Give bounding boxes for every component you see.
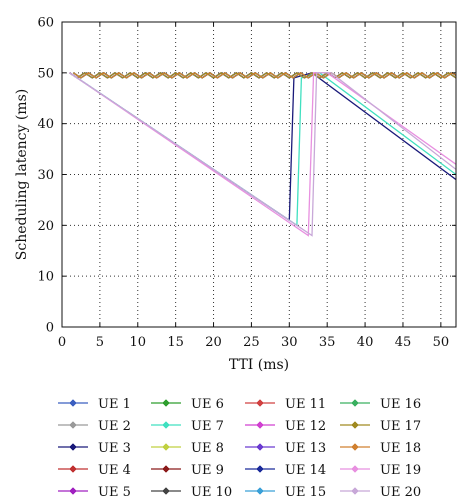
y-tick-label: 20: [37, 219, 54, 234]
legend-item: UE 9: [151, 463, 224, 478]
x-tick-label: 20: [205, 335, 222, 350]
x-tick-label: 15: [167, 335, 184, 350]
legend-label: UE 15: [285, 485, 326, 500]
legend-marker-diamond: [351, 421, 359, 429]
y-tick-label: 0: [46, 321, 54, 336]
legend-marker-diamond: [351, 465, 359, 473]
y-tick-label: 30: [37, 168, 54, 183]
legend-label: UE 2: [98, 419, 131, 434]
y-tick-label: 40: [37, 117, 54, 132]
x-tick-label: 45: [395, 335, 412, 350]
legend-item: UE 8: [151, 441, 224, 456]
legend-label: UE 11: [285, 397, 326, 412]
y-axis-label: Scheduling latency (ms): [14, 89, 30, 260]
legend-item: UE 5: [58, 485, 131, 500]
x-tick-label: 35: [319, 335, 336, 350]
legend-marker-diamond: [351, 443, 359, 451]
legend-marker-diamond: [351, 399, 359, 407]
legend-marker-diamond: [69, 487, 77, 495]
legend-label: UE 3: [98, 441, 131, 456]
legend-marker-diamond: [69, 443, 77, 451]
legend-marker-diamond: [69, 465, 77, 473]
y-tick-label: 60: [37, 16, 54, 31]
legend-item: UE 20: [340, 485, 421, 500]
x-tick-label: 30: [281, 335, 298, 350]
legend-marker-diamond: [162, 399, 170, 407]
legend-label: UE 5: [98, 485, 131, 500]
legend-label: UE 9: [191, 463, 224, 478]
grid: [62, 22, 456, 327]
legend-marker-diamond: [69, 399, 77, 407]
legend-marker-diamond: [256, 487, 264, 495]
series-line-ue-3: [69, 72, 456, 222]
legend-marker-diamond: [162, 487, 170, 495]
legend-item: UE 6: [151, 397, 224, 412]
legend-label: UE 6: [191, 397, 224, 412]
legend-label: UE 8: [191, 441, 224, 456]
legend-item: UE 2: [58, 419, 131, 434]
legend-item: UE 14: [245, 463, 326, 478]
legend-label: UE 12: [285, 419, 326, 434]
legend-item: UE 18: [340, 441, 421, 456]
x-tick-label: 5: [96, 335, 104, 350]
x-tick-label: 50: [433, 335, 450, 350]
legend-label: UE 4: [98, 463, 131, 478]
legend-item: UE 15: [245, 485, 326, 500]
legend: UE 1 UE 2 UE 3 UE 4 UE 5 UE 6 UE 7 UE 8 UE 9 UE 1…: [58, 397, 421, 500]
legend-item: UE 16: [340, 397, 421, 412]
y-tick-label: 10: [37, 270, 54, 285]
legend-item: UE 12: [245, 419, 326, 434]
legend-marker-diamond: [351, 487, 359, 495]
legend-item: UE 17: [340, 419, 421, 434]
legend-label: UE 16: [380, 397, 421, 412]
series-line-ue-17: [69, 72, 456, 79]
legend-item: UE 11: [245, 397, 326, 412]
legend-label: UE 10: [191, 485, 232, 500]
legend-marker-diamond: [69, 421, 77, 429]
legend-item: UE 1: [58, 397, 131, 412]
series-line-ue-19: [69, 72, 456, 237]
x-tick-label: 40: [357, 335, 374, 350]
x-axis-label: TTI (ms): [229, 357, 289, 373]
legend-marker-diamond: [162, 465, 170, 473]
legend-marker-diamond: [256, 465, 264, 473]
legend-item: UE 19: [340, 463, 421, 478]
axis-ticks: 0 5 10 15 20 25 30 35 40 45 50 0 10 20 30 40 50 60: [37, 16, 456, 350]
legend-label: UE 13: [285, 441, 326, 456]
legend-item: UE 13: [245, 441, 326, 456]
legend-label: UE 17: [380, 419, 421, 434]
legend-label: UE 14: [285, 463, 326, 478]
legend-label: UE 1: [98, 397, 131, 412]
legend-label: UE 20: [380, 485, 421, 500]
legend-marker-diamond: [162, 421, 170, 429]
legend-item: UE 3: [58, 441, 131, 456]
series-line-ue-18: [73, 72, 456, 79]
legend-item: UE 4: [58, 463, 131, 478]
series-line-ue-20: [69, 72, 456, 237]
x-tick-label: 10: [129, 335, 146, 350]
x-tick-label: 0: [58, 335, 66, 350]
legend-item: UE 7: [151, 419, 224, 434]
legend-marker-diamond: [256, 421, 264, 429]
x-tick-label: 25: [243, 335, 260, 350]
y-tick-label: 50: [37, 66, 54, 81]
legend-marker-diamond: [162, 443, 170, 451]
legend-label: UE 7: [191, 419, 224, 434]
legend-marker-diamond: [256, 399, 264, 407]
legend-label: UE 19: [380, 463, 421, 478]
legend-marker-diamond: [256, 443, 264, 451]
legend-label: UE 18: [380, 441, 421, 456]
series-lines: [69, 72, 456, 237]
legend-item: UE 10: [151, 485, 232, 500]
